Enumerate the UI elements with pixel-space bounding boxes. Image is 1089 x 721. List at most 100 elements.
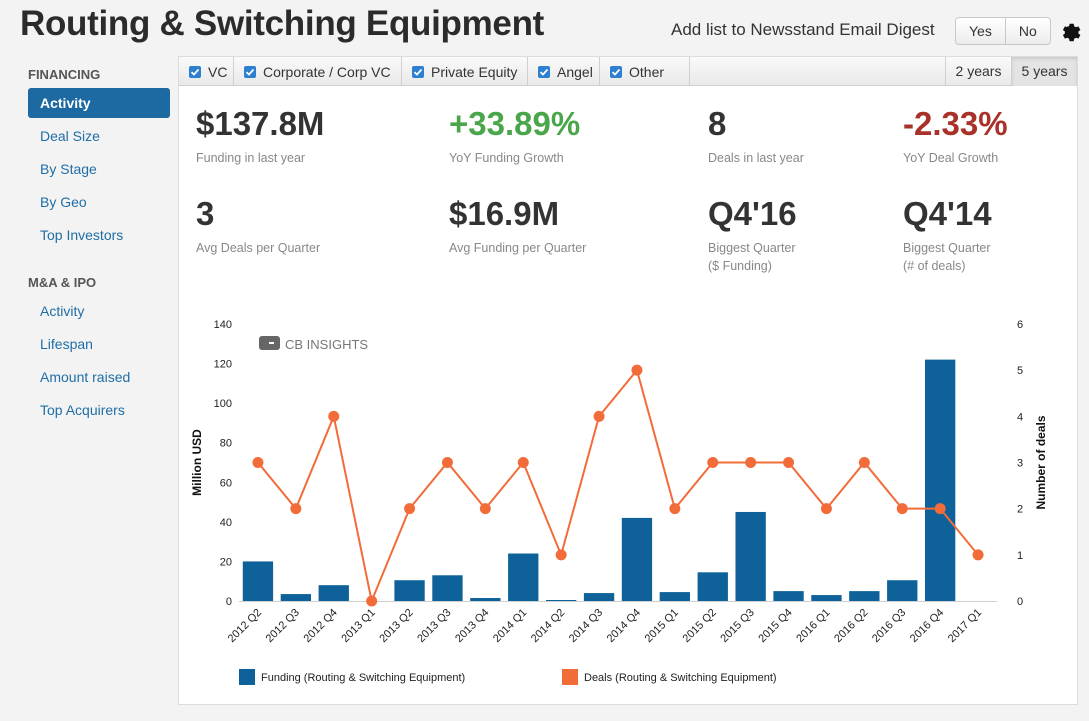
stat-value: 8 [708, 105, 727, 142]
y2-tick-label: 0 [1017, 596, 1023, 608]
sidebar-financing-by-stage[interactable]: By Stage [40, 161, 97, 177]
filter-other[interactable]: Other [600, 57, 690, 86]
x-tick-label: 2014 Q4 [605, 607, 643, 645]
no-button[interactable]: No [1005, 17, 1051, 45]
sidebar-mna-lifespan[interactable]: Lifespan [40, 336, 93, 352]
sidebar-financing-activity[interactable]: Activity [28, 88, 170, 118]
email-digest-label: Add list to Newsstand Email Digest [671, 20, 935, 39]
filter-label: Corporate / Corp VC [263, 63, 391, 80]
filter-label: Angel [557, 63, 593, 80]
stat-label: Biggest Quarter [903, 241, 991, 255]
funding-bar [280, 594, 312, 601]
sidebar-mna-top-acquirers[interactable]: Top Acquirers [40, 402, 125, 418]
checkbox-icon[interactable] [189, 65, 201, 78]
legend-funding-swatch [239, 669, 255, 685]
financing-heading: FINANCING [28, 67, 101, 82]
deals-point [404, 503, 416, 515]
stat-label: Avg Deals per Quarter [196, 241, 321, 255]
stat-label: Avg Funding per Quarter [449, 241, 587, 255]
filter-corporate-corp-vc[interactable]: Corporate / Corp VC [234, 57, 402, 86]
stat-tile: Q4'14 Biggest Quarter (# of deals) [903, 195, 992, 275]
filter-private-equity[interactable]: Private Equity [402, 57, 528, 86]
sidebar: FINANCING Activity Deal Size By Stage By Ge… [28, 60, 170, 428]
filter-vc[interactable]: VC [179, 57, 234, 86]
y2-tick-label: 1 [1017, 550, 1023, 562]
filter-angel[interactable]: Angel [528, 57, 600, 86]
sidebar-financing-top-investors[interactable]: Top Investors [40, 227, 124, 243]
watermark-text: CB INSIGHTS [285, 337, 368, 352]
x-tick-label: 2015 Q2 [681, 607, 719, 645]
stat-value: Q4'16 [708, 195, 797, 232]
checkbox-icon[interactable] [538, 65, 550, 78]
deals-point [252, 457, 264, 468]
deals-point [745, 457, 757, 468]
funding-bar [583, 593, 615, 601]
filter-label: VC [208, 63, 228, 80]
x-tick-label: 2015 Q3 [718, 607, 756, 645]
sidebar-financing-deal-size[interactable]: Deal Size [40, 128, 100, 144]
stat-value: $16.9M [449, 195, 560, 232]
funding-bar [394, 580, 425, 601]
funding-chart: CB INSIGHTS 0 20 40 60 80 100 120 140 0 1 2 3 4 5 6 Mill… [190, 319, 1048, 685]
funding-bar [318, 585, 349, 601]
x-tick-label: 2014 Q1 [491, 607, 529, 645]
funding-bar [887, 580, 918, 601]
deals-point [934, 503, 946, 515]
y2-axis-title: Number of deals [1034, 415, 1048, 509]
mna-heading: M&A & IPO [28, 275, 97, 290]
stat-tile: 8 Deals in last year [708, 105, 804, 167]
funding-bar [545, 600, 577, 601]
legend-deals-swatch [562, 669, 578, 685]
y2-tick-label: 2 [1017, 504, 1023, 516]
deals-point [593, 410, 605, 422]
deals-line [257, 368, 979, 605]
stat-label: YoY Funding Growth [449, 151, 564, 165]
sidebar-financing-by-geo[interactable]: By Geo [40, 194, 87, 210]
sidebar-mna-activity[interactable]: Activity [40, 303, 85, 319]
range-2-years[interactable]: 2 years [945, 57, 1011, 86]
funding-bar [849, 591, 880, 601]
deals-point [669, 503, 681, 515]
range-5-years[interactable]: 5 years [1011, 57, 1077, 86]
main-panel: VC Corporate / Corp VC Private Equity Angel… [178, 56, 1078, 705]
x-tick-label: 2015 Q1 [643, 607, 681, 645]
funding-bar [811, 595, 842, 601]
deals-point [896, 503, 908, 515]
stat-tile: Q4'16 Biggest Quarter ($ Funding) [708, 195, 797, 275]
deals-point [820, 503, 832, 515]
checkbox-icon[interactable] [244, 65, 256, 78]
stat-tile: $16.9M Avg Funding per Quarter [449, 195, 586, 257]
deals-point [555, 549, 567, 561]
funding-bar [924, 359, 956, 601]
y-axis-title: Million USD [190, 429, 204, 496]
x-tick-label: 2017 Q1 [946, 607, 984, 645]
sidebar-mna-amount-raised[interactable]: Amount raised [40, 369, 131, 385]
checkbox-icon[interactable] [412, 65, 424, 78]
funding-bar [735, 511, 766, 601]
stat-label: Deals in last year [708, 151, 804, 165]
y2-tick-label: 6 [1017, 319, 1023, 331]
funding-bar [508, 553, 539, 601]
y2-tick-label: 5 [1017, 365, 1023, 377]
checkbox-icon[interactable] [610, 65, 622, 78]
x-tick-label: 2013 Q1 [339, 607, 377, 645]
x-tick-label: 2013 Q3 [415, 607, 453, 645]
x-tick-label: 2013 Q2 [377, 607, 415, 645]
y-tick-label: 60 [220, 477, 232, 489]
x-tick-label: 2016 Q1 [794, 607, 832, 645]
yes-button[interactable]: Yes [955, 17, 1006, 45]
deals-point [631, 364, 643, 376]
x-tick-label: 2012 Q3 [264, 607, 302, 645]
stat-sublabel: ($ Funding) [708, 259, 772, 273]
filter-label: Other [629, 63, 665, 80]
stat-tile: +33.89% YoY Funding Growth [449, 105, 580, 167]
filter-label: Private Equity [431, 63, 518, 80]
filter-bar: VC Corporate / Corp VC Private Equity Angel… [179, 57, 1077, 86]
funding-bar [242, 561, 274, 601]
deals-point [328, 410, 340, 422]
gear-icon[interactable] [1057, 20, 1081, 44]
stat-sublabel: (# of deals) [903, 259, 966, 273]
funding-bar [432, 575, 463, 601]
stat-value: Q4'14 [903, 195, 992, 232]
deals-point [783, 457, 795, 468]
